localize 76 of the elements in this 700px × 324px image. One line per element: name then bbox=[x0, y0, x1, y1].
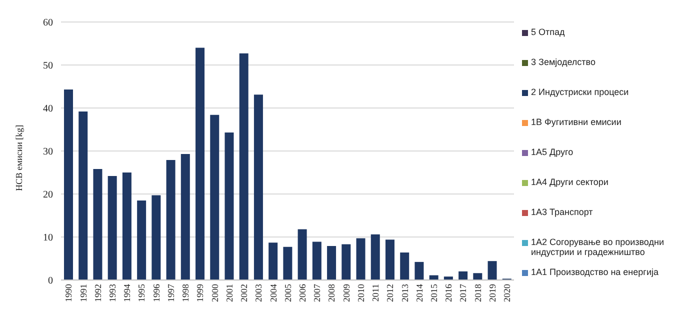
legend-label: 1A3 Транспорт bbox=[531, 207, 593, 217]
x-tick-label: 2019 bbox=[487, 284, 498, 302]
y-axis-title: НСВ емисии [kg] bbox=[14, 124, 24, 191]
bar bbox=[327, 246, 336, 280]
x-tick-label: 2014 bbox=[414, 284, 424, 302]
bar bbox=[268, 242, 278, 280]
bar bbox=[254, 94, 263, 280]
bar bbox=[312, 242, 322, 280]
bar bbox=[458, 271, 468, 280]
x-tick-label: 1996 bbox=[151, 284, 162, 302]
bar bbox=[196, 48, 205, 280]
legend-label: 1A5 Друго bbox=[531, 147, 574, 157]
bar bbox=[152, 195, 161, 280]
legend-label: 1B Фугитивни емисии bbox=[531, 117, 622, 127]
bar bbox=[93, 169, 102, 280]
x-tick-label: 1998 bbox=[180, 284, 191, 302]
y-tick-label: 30 bbox=[43, 146, 53, 158]
bar bbox=[356, 238, 366, 280]
x-tick-label: 2015 bbox=[429, 284, 440, 302]
legend-label: 1A1 Производство на енергија bbox=[531, 267, 658, 277]
bar bbox=[342, 244, 351, 280]
bar bbox=[400, 252, 410, 280]
x-tick-label: 1994 bbox=[122, 284, 132, 302]
bar bbox=[414, 262, 424, 280]
y-tick-label: 10 bbox=[43, 232, 53, 244]
x-tick-label: 2018 bbox=[472, 284, 483, 302]
x-tick-label: 2004 bbox=[268, 284, 278, 302]
x-tick-label: 2011 bbox=[370, 284, 381, 302]
x-tick-label: 2006 bbox=[298, 284, 308, 302]
bar bbox=[488, 261, 497, 280]
legend-label: 3 Земјоделство bbox=[531, 57, 596, 67]
bar bbox=[166, 160, 176, 280]
x-tick-label: 2000 bbox=[210, 284, 220, 302]
bar bbox=[239, 53, 248, 280]
x-tick-label: 2007 bbox=[312, 284, 322, 302]
bar bbox=[224, 132, 234, 280]
bar bbox=[385, 240, 394, 280]
x-tick-label: 1992 bbox=[92, 284, 103, 302]
y-tick-label: 50 bbox=[43, 60, 53, 72]
bar bbox=[137, 200, 146, 280]
y-tick-label: 0 bbox=[48, 276, 53, 287]
bar bbox=[108, 176, 117, 280]
bar bbox=[473, 273, 482, 280]
x-tick-label: 2012 bbox=[385, 284, 396, 302]
x-tick-label: 2016 bbox=[444, 284, 454, 302]
bar bbox=[370, 234, 380, 280]
legend-label: 1A4 Други сектори bbox=[531, 177, 608, 187]
bar bbox=[283, 246, 292, 280]
x-tick-label: 1991 bbox=[78, 284, 88, 302]
bar bbox=[64, 90, 73, 280]
x-tick-label: 2020 bbox=[502, 284, 512, 302]
x-tick-label: 1999 bbox=[195, 284, 206, 302]
x-tick-label: 2008 bbox=[326, 284, 337, 302]
x-tick-label: 1997 bbox=[166, 284, 176, 302]
bar bbox=[298, 229, 307, 280]
legend-label: 5 Отпад bbox=[531, 27, 565, 37]
legend-label: 1A2 Согорување во производни индустрии и градежништво bbox=[531, 237, 665, 257]
bar bbox=[210, 114, 220, 280]
y-tick-label: 20 bbox=[43, 190, 53, 201]
x-tick-label: 2010 bbox=[356, 284, 366, 302]
x-tick-label: 1993 bbox=[108, 284, 118, 302]
bar bbox=[122, 172, 132, 280]
x-tick-label: 1990 bbox=[64, 284, 74, 302]
x-tick-label: 2001 bbox=[224, 284, 234, 302]
y-tick-label: 60 bbox=[43, 18, 53, 29]
x-tick-label: 2017 bbox=[458, 284, 468, 302]
y-tick-label: 40 bbox=[43, 104, 53, 115]
legend-label: 2 Индустриски процеси bbox=[531, 87, 629, 97]
bar bbox=[180, 154, 190, 280]
bar bbox=[78, 111, 88, 280]
x-tick-label: 2009 bbox=[341, 284, 352, 302]
x-tick-label: 2003 bbox=[254, 284, 264, 302]
x-tick-label: 2013 bbox=[400, 284, 410, 302]
x-tick-label: 1995 bbox=[136, 284, 147, 302]
x-tick-label: 2002 bbox=[239, 284, 250, 302]
x-tick-label: 2005 bbox=[282, 284, 293, 302]
